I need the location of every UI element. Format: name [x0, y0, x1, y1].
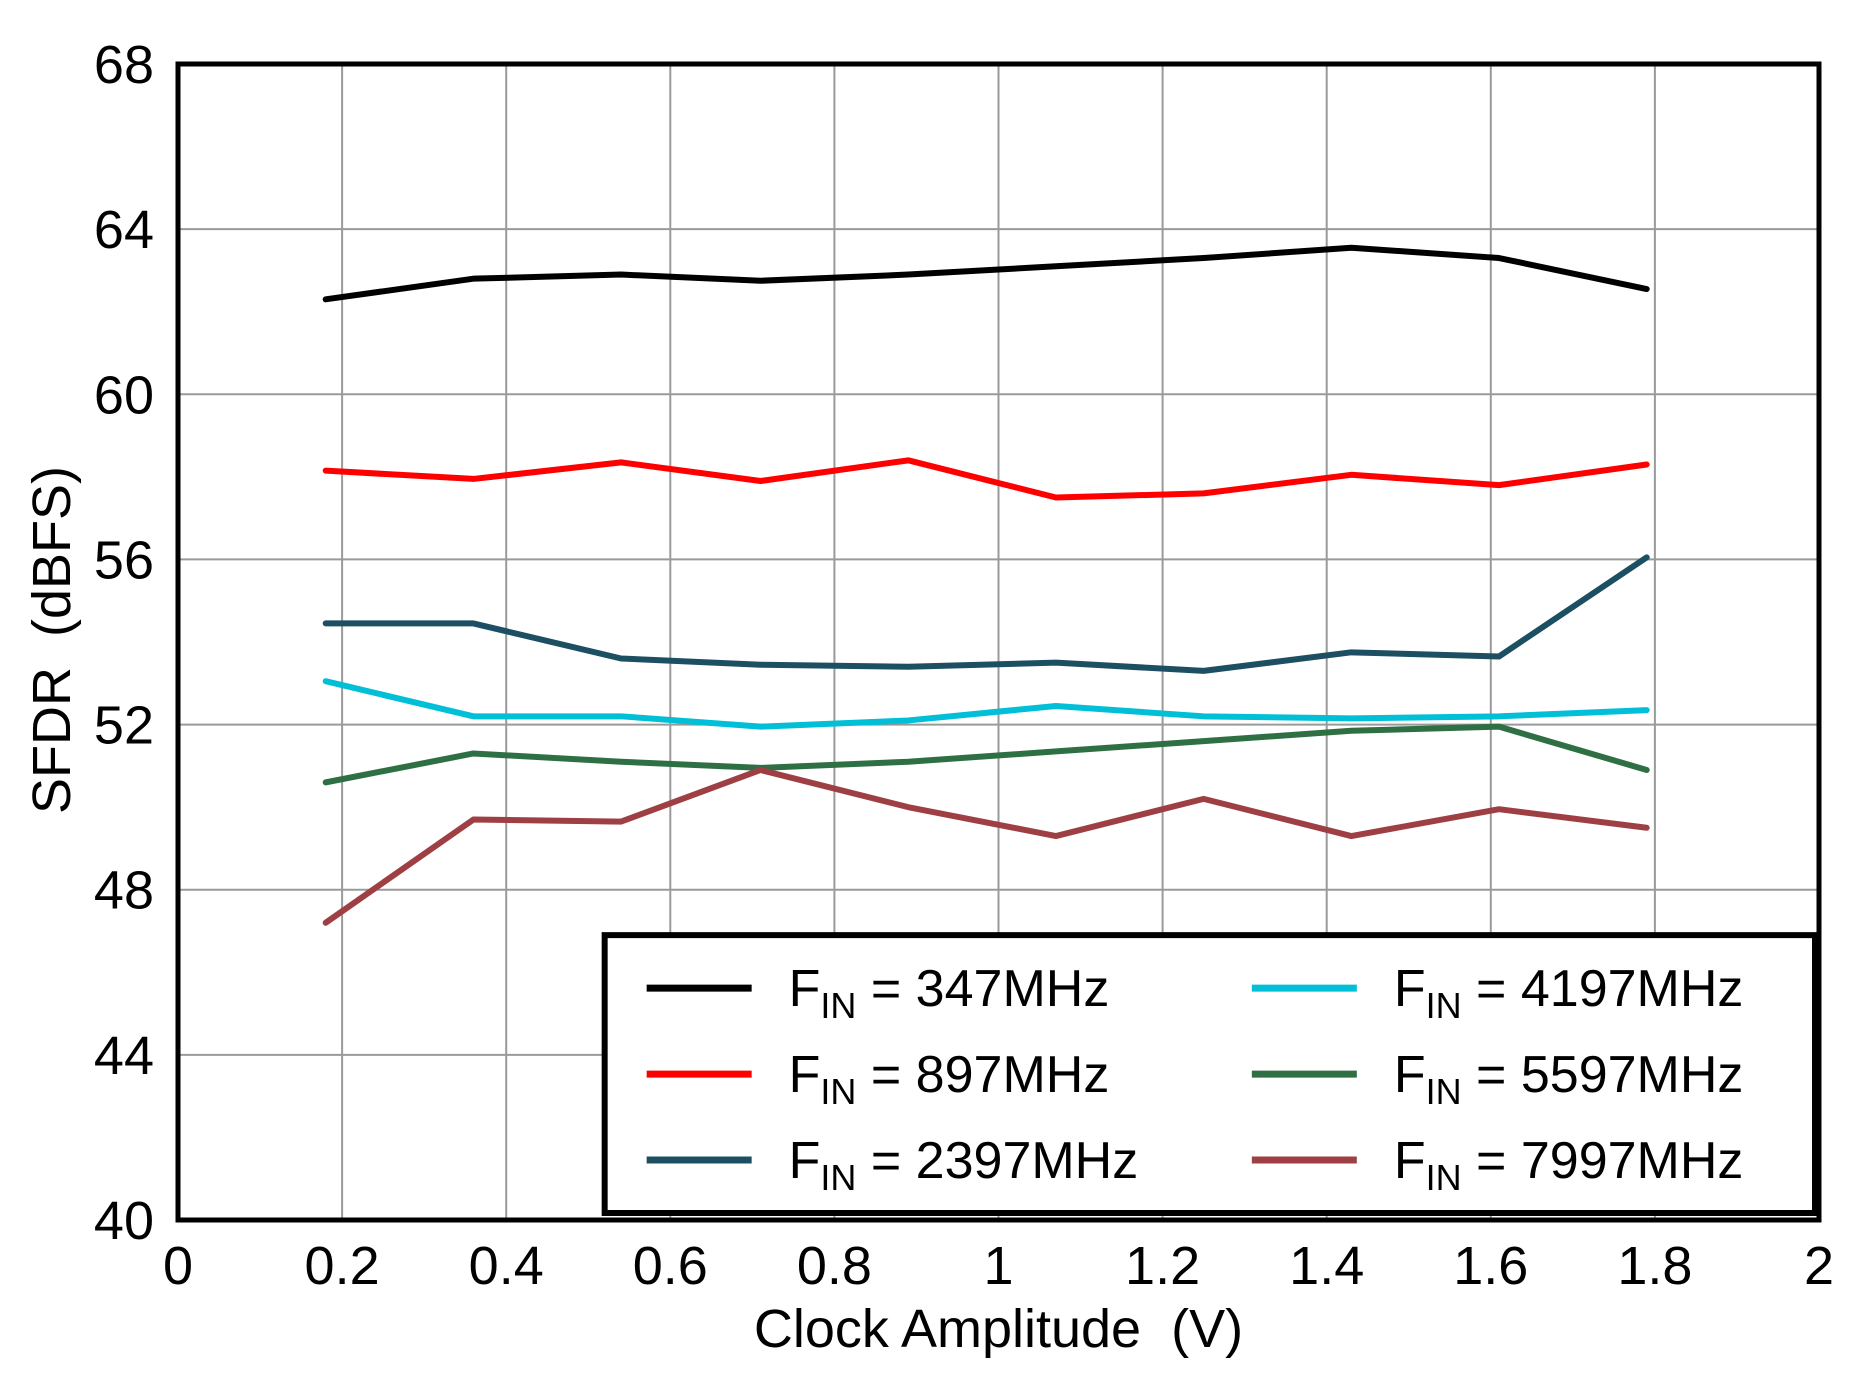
y-tick-label: 40 [94, 1191, 154, 1251]
legend-item-fin-4197mhz: FIN = 4197MHz [1251, 960, 1744, 1026]
x-tick-label: 1.2 [1125, 1236, 1200, 1296]
y-tick-label: 44 [94, 1026, 154, 1086]
series-line-fin-4197mhz [322, 678, 1650, 730]
series-line-fin-7997mhz [322, 766, 1650, 926]
legend-item-fin-897mhz: FIN = 897MHz [646, 1046, 1110, 1112]
x-tick-label: 1.4 [1289, 1236, 1364, 1296]
legend-label: FIN = 897MHz [789, 1046, 1110, 1112]
x-tick-label: 0.8 [797, 1236, 872, 1296]
y-tick-label: 48 [94, 861, 154, 921]
x-tick-label: 0.4 [469, 1236, 544, 1296]
series-line-fin-347mhz [322, 244, 1650, 303]
x-tick-label: 0.2 [305, 1236, 380, 1296]
series-line-fin-2397mhz [322, 554, 1650, 674]
x-tick-label: 1.6 [1453, 1236, 1528, 1296]
plot-border [175, 61, 1822, 1223]
x-tick-label: 1.8 [1617, 1236, 1692, 1296]
legend-item-fin-5597mhz: FIN = 5597MHz [1251, 1046, 1744, 1112]
x-tick-label: 0 [163, 1236, 193, 1296]
y-axis-title: SFDR (dBFS) [22, 465, 82, 815]
x-axis-title: Clock Amplitude (V) [753, 1299, 1244, 1359]
legend-label: FIN = 4197MHz [1394, 960, 1744, 1026]
legend-label: FIN = 7997MHz [1394, 1132, 1744, 1198]
y-tick-label: 56 [94, 530, 154, 590]
x-tick-label: 0.6 [633, 1236, 708, 1296]
x-tick-label: 1 [983, 1236, 1013, 1296]
legend-item-fin-7997mhz: FIN = 7997MHz [1251, 1132, 1744, 1198]
y-tick-label: 64 [94, 200, 154, 260]
y-tick-label: 52 [94, 696, 154, 756]
series-line-fin-897mhz [322, 457, 1650, 501]
legend-box [601, 932, 1818, 1217]
legend-item-fin-347mhz: FIN = 347MHz [646, 960, 1110, 1026]
legend-label: FIN = 5597MHz [1394, 1046, 1744, 1112]
y-tick-label: 60 [94, 365, 154, 425]
legend-item-fin-2397mhz: FIN = 2397MHz [646, 1132, 1139, 1198]
y-tick-label: 68 [94, 35, 154, 95]
series-line-fin-5597mhz [322, 723, 1650, 786]
x-tick-label: 2 [1804, 1236, 1834, 1296]
legend-label: FIN = 2397MHz [789, 1132, 1139, 1198]
legend-label: FIN = 347MHz [789, 960, 1110, 1026]
